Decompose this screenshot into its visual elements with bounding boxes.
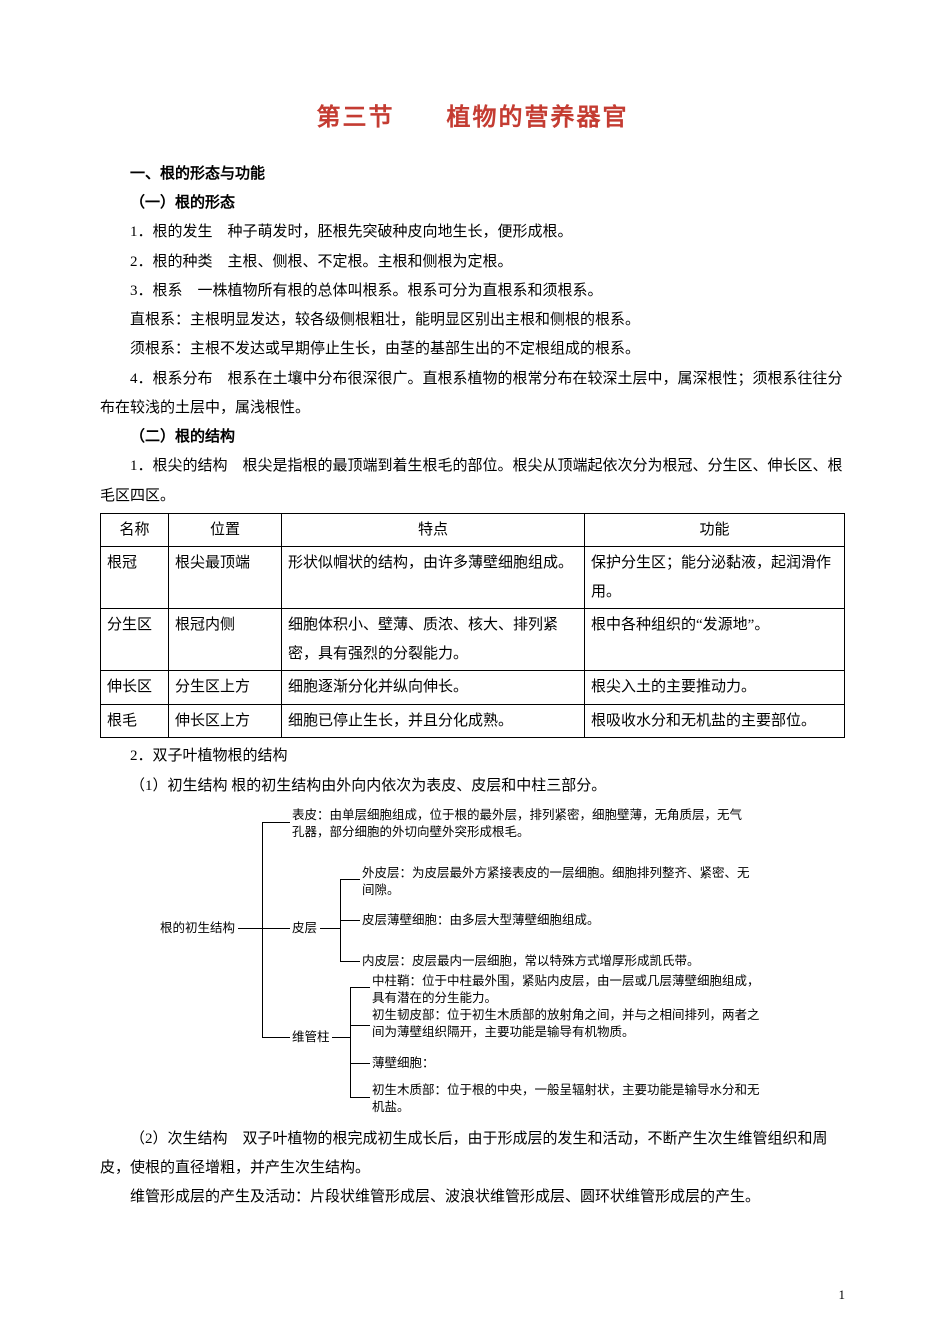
body-text: 1．根尖的结构 根尖是指根的最顶端到着生根毛的部位。根尖从顶端起依次分为根冠、分… xyxy=(100,452,845,511)
table-header: 功能 xyxy=(585,513,845,547)
table-cell: 伸长区 xyxy=(101,671,169,705)
diagram-node: 中柱鞘：位于中柱最外围，紧贴内皮层，由一层或几层薄壁细胞组成，具有潜在的分生能力… xyxy=(372,973,772,1008)
diagram-line xyxy=(350,1097,370,1098)
diagram-line xyxy=(350,1063,370,1064)
diagram-line xyxy=(262,822,290,823)
heading-section-1: 一、根的形态与功能 xyxy=(100,160,845,189)
table-header: 位置 xyxy=(169,513,282,547)
table-cell: 保护分生区；能分泌黏液，起润滑作用。 xyxy=(585,547,845,609)
table-row: 分生区 根冠内侧 细胞体积小、壁薄、质浓、核大、排列紧密，具有强烈的分裂能力。 … xyxy=(101,609,845,671)
body-text: 1．根的发生 种子萌发时，胚根先突破种皮向地生长，便形成根。 xyxy=(100,218,845,247)
diagram-line xyxy=(262,928,290,929)
page-title: 第三节 植物的营养器官 xyxy=(100,95,845,142)
root-structure-diagram: 根的初生结构 表皮：由单层细胞组成，位于根的最外层，排列紧密，细胞壁薄，无角质层… xyxy=(160,807,785,1107)
diagram-sub-label: 初生木质部 xyxy=(372,1083,435,1097)
table-row: 名称 位置 特点 功能 xyxy=(101,513,845,547)
diagram-sub-label: 中柱鞘 xyxy=(372,974,410,988)
diagram-node: 薄壁细胞： xyxy=(372,1055,772,1073)
page-number: 1 xyxy=(839,1282,846,1307)
diagram-node: 表皮：由单层细胞组成，位于根的最外层，排列紧密，细胞壁薄，无角质层，无气孔器，部… xyxy=(292,807,752,842)
diagram-node: 外皮层：为皮层最外方紧接表皮的一层细胞。细胞排列整齐、紧密、无间隙。 xyxy=(362,865,762,900)
diagram-sub-label: 皮层薄壁细胞 xyxy=(362,913,437,927)
table-cell: 根尖入土的主要推动力。 xyxy=(585,671,845,705)
diagram-sub-label: 初生韧皮部 xyxy=(372,1008,435,1022)
diagram-branch-label: 维管柱 xyxy=(292,1029,330,1047)
diagram-sub-label: 薄壁细胞： xyxy=(372,1056,435,1070)
diagram-node: 皮层薄壁细胞：由多层大型薄壁细胞组成。 xyxy=(362,912,762,930)
table-cell: 根冠内侧 xyxy=(169,609,282,671)
table-header: 名称 xyxy=(101,513,169,547)
diagram-sub-label: 内皮层 xyxy=(362,954,400,968)
diagram-sub-text: ：皮层最内一层细胞，常以特殊方式增厚形成凯氏带。 xyxy=(400,954,700,968)
diagram-line xyxy=(350,987,370,988)
diagram-node: 初生木质部：位于根的中央，一般呈辐射状，主要功能是输导水分和无机盐。 xyxy=(372,1082,772,1117)
table-row: 根毛 伸长区上方 细胞已停止生长，并且分化成熟。 根吸收水分和无机盐的主要部位。 xyxy=(101,704,845,738)
table-cell: 分生区 xyxy=(101,609,169,671)
table-row: 伸长区 分生区上方 细胞逐渐分化并纵向伸长。 根尖入土的主要推动力。 xyxy=(101,671,845,705)
diagram-sub-text: ：为皮层最外方紧接表皮的一层细胞。细胞排列整齐、紧密、无间隙。 xyxy=(362,866,750,898)
diagram-line xyxy=(340,961,360,962)
body-text: 2．双子叶植物根的结构 xyxy=(100,742,845,771)
diagram-line xyxy=(262,822,263,1037)
table-cell: 根冠 xyxy=(101,547,169,609)
heading-sub-1-1: （一）根的形态 xyxy=(100,189,845,218)
table-row: 根冠 根尖最顶端 形状似帽状的结构，由许多薄壁细胞组成。 保护分生区；能分泌黏液… xyxy=(101,547,845,609)
diagram-line xyxy=(340,879,360,880)
diagram-node: 初生韧皮部：位于初生木质部的放射角之间，并与之相间排列，两者之间为薄壁组织隔开，… xyxy=(372,1007,772,1042)
table-cell: 形状似帽状的结构，由许多薄壁细胞组成。 xyxy=(282,547,585,609)
body-text: 4．根系分布 根系在土壤中分布很深很广。直根系植物的根常分布在较深土层中，属深根… xyxy=(100,365,845,424)
heading-sub-1-2: （二）根的结构 xyxy=(100,423,845,452)
body-text: 须根系：主根不发达或早期停止生长，由茎的基部生出的不定根组成的根系。 xyxy=(100,335,845,364)
body-text: 2．根的种类 主根、侧根、不定根。主根和侧根为定根。 xyxy=(100,248,845,277)
diagram-line xyxy=(332,1037,350,1038)
table-cell: 根吸收水分和无机盐的主要部位。 xyxy=(585,704,845,738)
table-cell: 细胞体积小、壁薄、质浓、核大、排列紧密，具有强烈的分裂能力。 xyxy=(282,609,585,671)
body-text: 3．根系 一株植物所有根的总体叫根系。根系可分为直根系和须根系。 xyxy=(100,277,845,306)
table-cell: 根尖最顶端 xyxy=(169,547,282,609)
document-page: 第三节 植物的营养器官 一、根的形态与功能 （一）根的形态 1．根的发生 种子萌… xyxy=(0,0,945,1337)
table-cell: 根中各种组织的“发源地”。 xyxy=(585,609,845,671)
diagram-sub-text: ：位于中柱最外围，紧贴内皮层，由一层或几层薄壁细胞组成，具有潜在的分生能力。 xyxy=(372,974,760,1006)
diagram-root-label: 根的初生结构 xyxy=(160,920,235,938)
diagram-line xyxy=(238,928,262,929)
diagram-branch-label: 皮层 xyxy=(292,920,317,938)
table-cell: 细胞逐渐分化并纵向伸长。 xyxy=(282,671,585,705)
body-text: （1）初生结构 根的初生结构由外向内依次为表皮、皮层和中柱三部分。 xyxy=(100,772,845,801)
table-cell: 根毛 xyxy=(101,704,169,738)
diagram-sub-text: ：由多层大型薄壁细胞组成。 xyxy=(437,913,600,927)
diagram-branch-label: 表皮 xyxy=(292,808,317,822)
diagram-line xyxy=(350,1025,370,1026)
table-header: 特点 xyxy=(282,513,585,547)
body-text: 直根系：主根明显发达，较各级侧根粗壮，能明显区别出主根和侧根的根系。 xyxy=(100,306,845,335)
body-text: （2）次生结构 双子叶植物的根完成初生成长后，由于形成层的发生和活动，不断产生次… xyxy=(100,1125,845,1184)
root-tip-table: 名称 位置 特点 功能 根冠 根尖最顶端 形状似帽状的结构，由许多薄壁细胞组成。… xyxy=(100,513,845,739)
diagram-branch-text: ：由单层细胞组成，位于根的最外层，排列紧密，细胞壁薄，无角质层，无气孔器，部分细… xyxy=(292,808,742,840)
diagram-line xyxy=(350,987,351,1097)
table-cell: 伸长区上方 xyxy=(169,704,282,738)
diagram-line xyxy=(340,920,360,921)
diagram-sub-label: 外皮层 xyxy=(362,866,400,880)
table-cell: 细胞已停止生长，并且分化成熟。 xyxy=(282,704,585,738)
diagram-node: 内皮层：皮层最内一层细胞，常以特殊方式增厚形成凯氏带。 xyxy=(362,953,772,971)
diagram-line xyxy=(320,928,340,929)
table-cell: 分生区上方 xyxy=(169,671,282,705)
body-text: 维管形成层的产生及活动：片段状维管形成层、波浪状维管形成层、圆环状维管形成层的产… xyxy=(100,1183,845,1212)
diagram-line xyxy=(262,1037,290,1038)
